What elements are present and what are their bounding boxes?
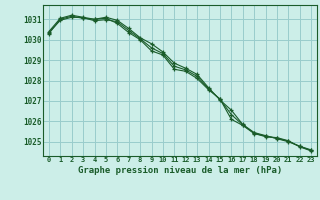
- X-axis label: Graphe pression niveau de la mer (hPa): Graphe pression niveau de la mer (hPa): [78, 166, 282, 175]
